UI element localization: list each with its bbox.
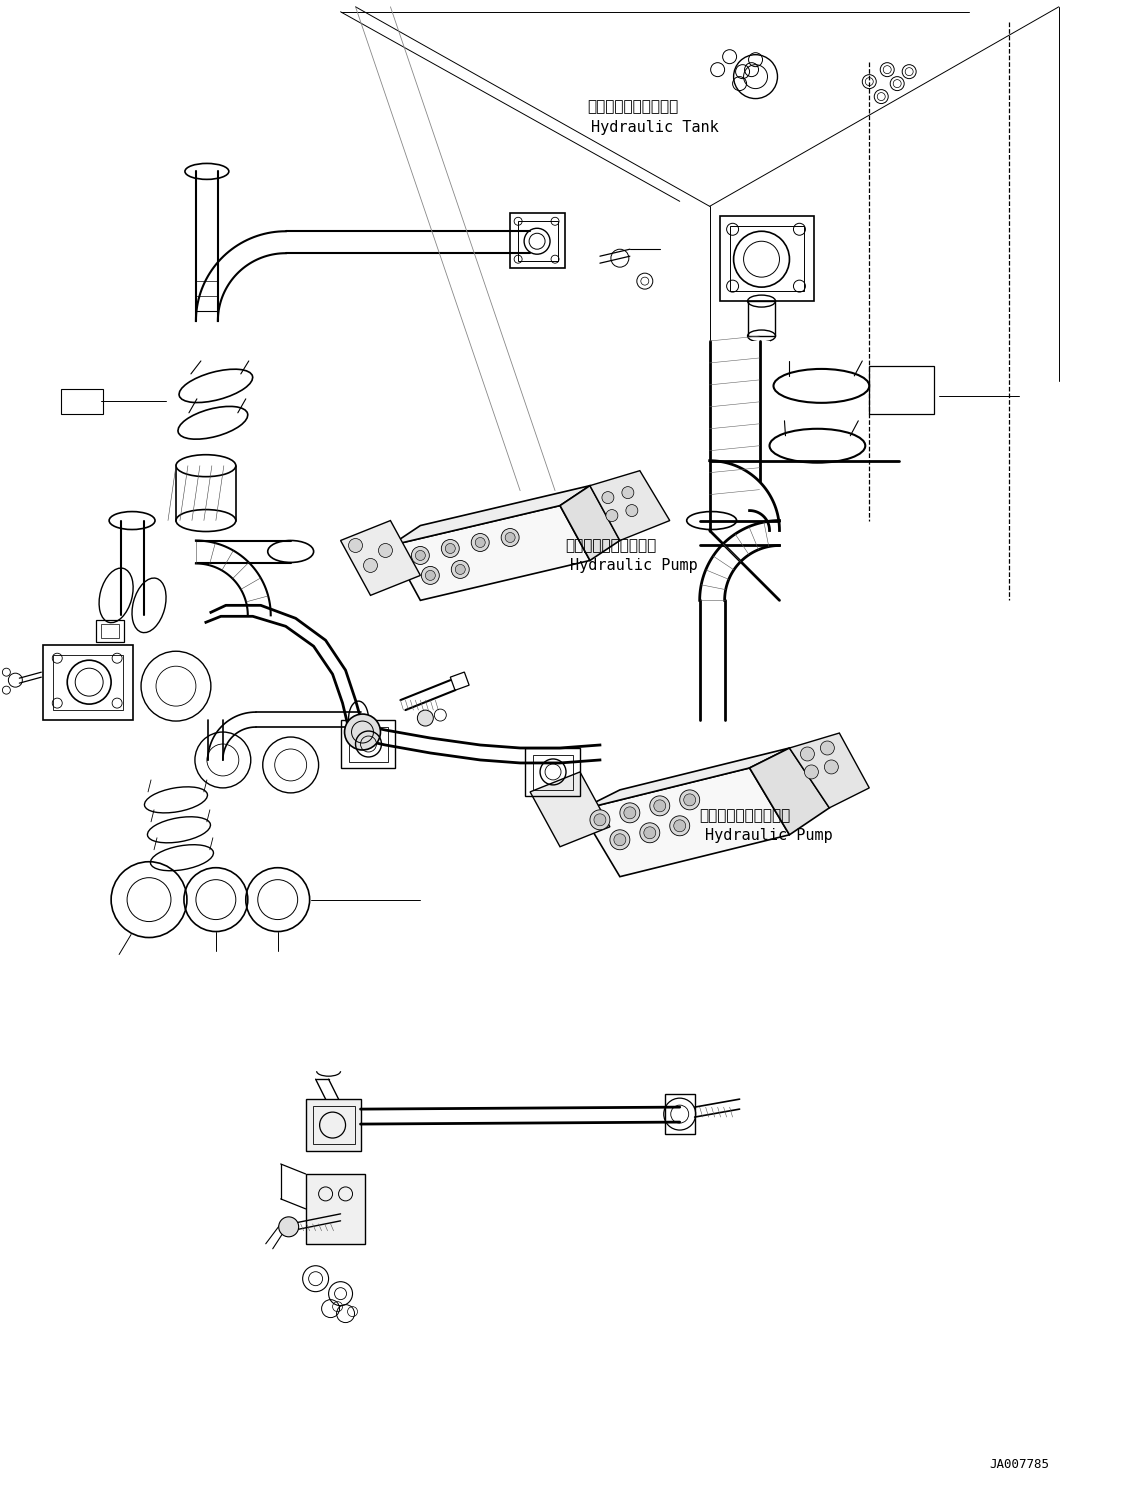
- Bar: [305, 1099, 361, 1151]
- Polygon shape: [560, 486, 620, 561]
- Bar: [720, 216, 814, 301]
- Circle shape: [644, 828, 656, 839]
- Circle shape: [801, 747, 814, 760]
- Circle shape: [506, 532, 515, 543]
- Circle shape: [451, 561, 469, 579]
- Circle shape: [421, 567, 440, 584]
- Bar: [62, 389, 104, 414]
- Circle shape: [654, 799, 666, 811]
- Circle shape: [425, 571, 435, 580]
- Bar: [305, 1173, 366, 1243]
- Bar: [96, 620, 124, 643]
- Circle shape: [472, 534, 489, 552]
- Circle shape: [614, 833, 625, 845]
- Bar: [869, 365, 934, 414]
- Circle shape: [683, 793, 696, 805]
- Text: ハイドロリックポンプ: ハイドロリックポンプ: [699, 808, 790, 823]
- Circle shape: [593, 814, 606, 826]
- Polygon shape: [391, 505, 590, 601]
- Circle shape: [640, 823, 659, 842]
- Bar: [54, 655, 123, 710]
- Text: JA007785: JA007785: [989, 1458, 1049, 1472]
- Polygon shape: [391, 486, 590, 546]
- Bar: [533, 754, 573, 790]
- Text: Hydraulic Pump: Hydraulic Pump: [570, 559, 698, 574]
- Circle shape: [680, 790, 699, 810]
- Circle shape: [417, 710, 433, 726]
- Circle shape: [411, 547, 429, 565]
- Polygon shape: [590, 471, 670, 541]
- Circle shape: [825, 760, 838, 774]
- Circle shape: [475, 538, 485, 547]
- Polygon shape: [749, 748, 829, 835]
- Circle shape: [456, 565, 465, 574]
- Polygon shape: [789, 734, 869, 808]
- Circle shape: [670, 816, 690, 836]
- Bar: [705, 341, 770, 520]
- Bar: [747, 301, 776, 335]
- Bar: [450, 672, 469, 690]
- Bar: [510, 213, 565, 268]
- Text: ハイドロリックタンク: ハイドロリックタンク: [587, 100, 678, 115]
- Bar: [43, 646, 133, 720]
- Circle shape: [620, 802, 640, 823]
- Bar: [349, 728, 388, 762]
- Polygon shape: [580, 768, 789, 877]
- Circle shape: [363, 559, 377, 573]
- Circle shape: [590, 810, 609, 830]
- Circle shape: [674, 820, 686, 832]
- Polygon shape: [341, 520, 420, 595]
- Bar: [518, 221, 558, 261]
- Circle shape: [345, 714, 380, 750]
- Circle shape: [445, 544, 456, 553]
- Bar: [665, 1094, 695, 1135]
- Bar: [101, 625, 120, 638]
- Circle shape: [625, 504, 638, 516]
- Polygon shape: [530, 772, 609, 847]
- Circle shape: [624, 807, 636, 819]
- Bar: [341, 720, 395, 768]
- Circle shape: [650, 796, 670, 816]
- Circle shape: [820, 741, 835, 754]
- Circle shape: [609, 830, 630, 850]
- Circle shape: [441, 540, 459, 558]
- Circle shape: [622, 486, 633, 498]
- Circle shape: [378, 544, 393, 558]
- Bar: [312, 1106, 354, 1144]
- Polygon shape: [580, 748, 789, 810]
- Text: ハイドロリックポンプ: ハイドロリックポンプ: [565, 538, 656, 553]
- Text: Hydraulic Tank: Hydraulic Tank: [591, 119, 719, 134]
- Bar: [730, 227, 804, 291]
- Circle shape: [279, 1217, 298, 1238]
- Circle shape: [416, 550, 425, 561]
- Text: Hydraulic Pump: Hydraulic Pump: [705, 828, 833, 842]
- Circle shape: [349, 538, 362, 553]
- Bar: [525, 748, 580, 796]
- Circle shape: [601, 492, 614, 504]
- Circle shape: [501, 528, 519, 547]
- Circle shape: [804, 765, 819, 778]
- Circle shape: [606, 510, 617, 522]
